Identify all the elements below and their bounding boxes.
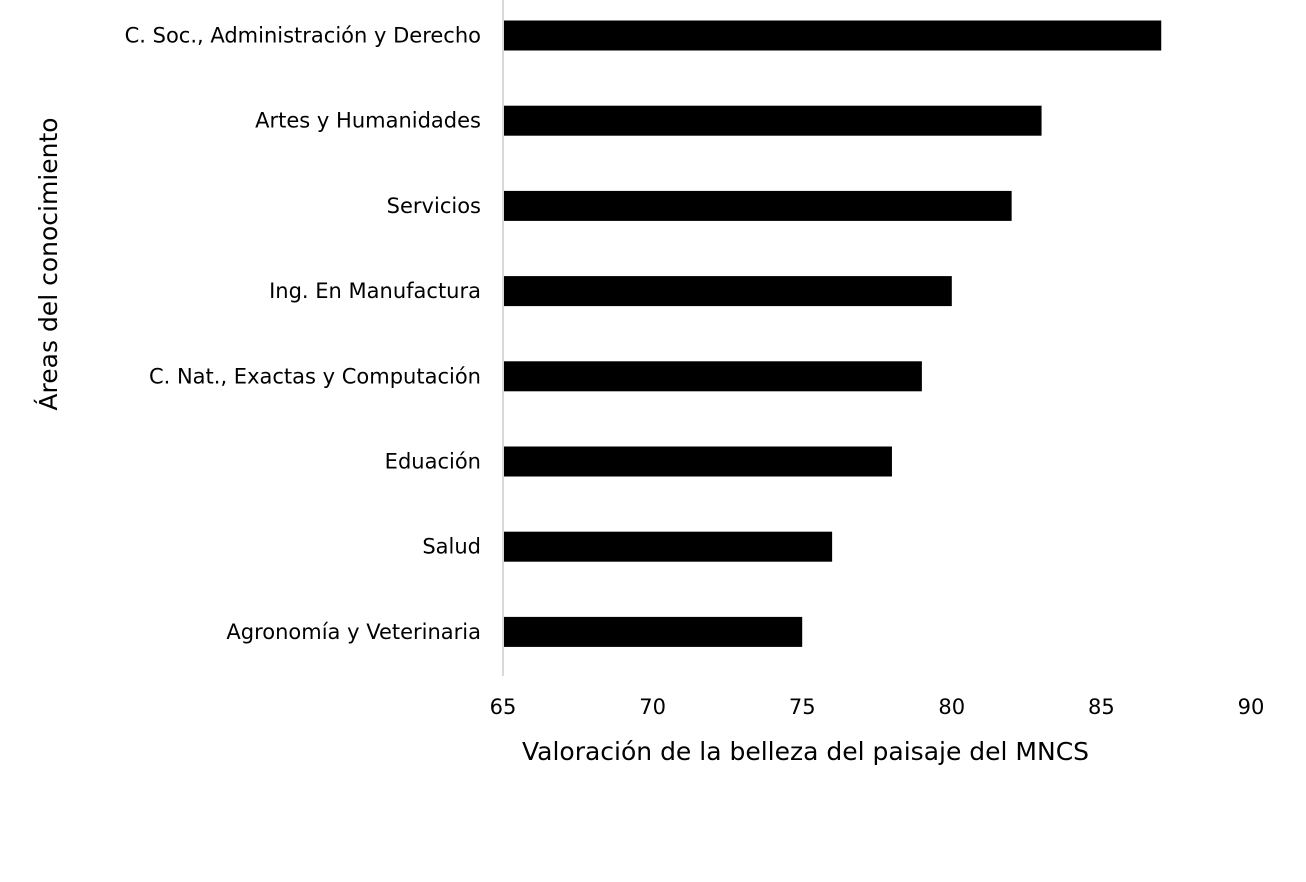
category-labels: C. Soc., Administración y Derecho Artes y… (125, 24, 481, 644)
x-tick-label: 65 (490, 695, 517, 719)
x-tick-label: 90 (1238, 695, 1265, 719)
x-tick-label: 75 (789, 695, 816, 719)
category-label: C. Nat., Exactas y Computación (149, 364, 481, 388)
category-label: Ing. En Manufactura (269, 279, 481, 303)
x-tick-label: 70 (639, 695, 666, 719)
bar (503, 531, 833, 562)
category-label: Servicios (387, 194, 481, 218)
bar (503, 361, 922, 392)
x-axis-title: Valoración de la belleza del paisaje del… (522, 737, 1089, 766)
x-tick-labels: 65 70 75 80 85 90 (490, 695, 1265, 719)
bar (503, 105, 1042, 136)
category-label: Eduación (385, 450, 481, 474)
bar (503, 20, 1162, 51)
bar (503, 190, 1012, 221)
x-tick-label: 85 (1088, 695, 1115, 719)
bar (503, 616, 803, 647)
y-axis-title: Áreas del conocimiento (34, 117, 63, 410)
bar (503, 276, 952, 307)
bar (503, 446, 892, 477)
x-tick-label: 80 (938, 695, 965, 719)
category-label: C. Soc., Administración y Derecho (125, 24, 481, 48)
category-label: Agronomía y Veterinaria (226, 620, 481, 644)
bars-group (503, 20, 1162, 647)
category-label: Artes y Humanidades (255, 109, 481, 133)
category-label: Salud (422, 535, 481, 559)
